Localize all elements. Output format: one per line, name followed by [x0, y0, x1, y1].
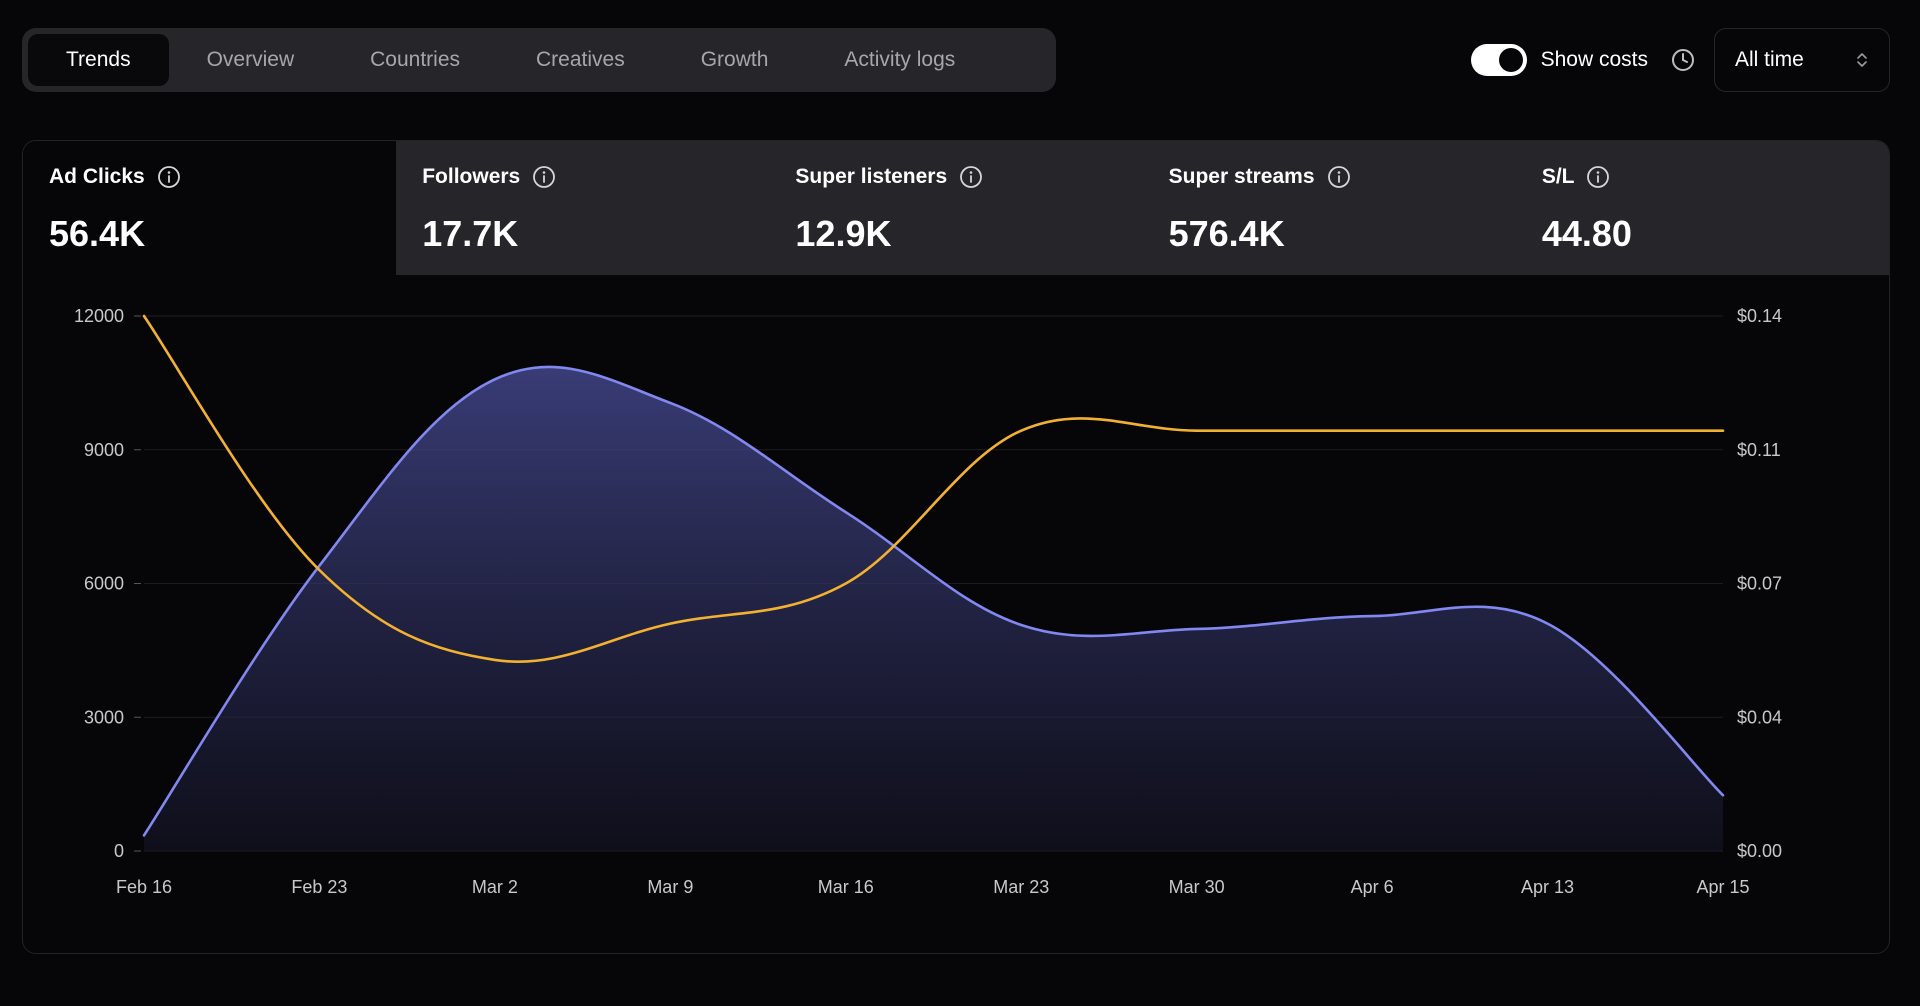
tab-growth[interactable]: Growth [700, 48, 769, 71]
info-icon[interactable] [157, 165, 181, 189]
tab-countries[interactable]: Countries [370, 48, 461, 71]
metric-value: 44.80 [1541, 213, 1632, 254]
y-right-tick-label: $0.04 [1737, 707, 1782, 727]
metric-tabs: Ad Clicks 56.4K Followers 17.7K Super li… [23, 141, 1889, 275]
tab-activity-logs[interactable]: Activity logs [844, 48, 956, 71]
x-tick-label: Apr 6 [1351, 877, 1394, 897]
y-right-tick-label: $0.07 [1737, 574, 1782, 594]
metric-label: Super listeners [795, 165, 948, 188]
x-tick-label: Apr 13 [1521, 877, 1574, 897]
x-tick-label: Mar 2 [472, 877, 518, 897]
y-right-tick-label: $0.11 [1737, 440, 1781, 460]
x-tick-label: Mar 9 [647, 877, 693, 897]
clicks-series-line [142, 365, 1725, 837]
metric-value: 12.9K [795, 213, 892, 254]
metric-label: Super streams [1168, 165, 1315, 188]
tab-overview[interactable]: Overview [206, 48, 295, 71]
metric-value: 576.4K [1168, 213, 1285, 254]
y-left-tick-label: 0 [114, 841, 124, 861]
metric-super-listeners[interactable]: Super listeners 12.9K [769, 141, 1143, 275]
series-area [144, 366, 1723, 851]
metric-label: S/L [1541, 165, 1575, 188]
metric-ad-clicks[interactable]: Ad Clicks 56.4K [23, 141, 397, 275]
date-range-select[interactable]: All time [1714, 28, 1890, 92]
chevron-up-down-icon [1857, 53, 1867, 67]
info-icon[interactable] [532, 165, 556, 189]
metric-super-streams[interactable]: Super streams 576.4K [1142, 141, 1516, 275]
metric-value: 17.7K [422, 213, 519, 254]
x-tick-label: Mar 23 [993, 877, 1049, 897]
header-controls: Show costs All time [1470, 28, 1890, 92]
y-left-tick-label: 6000 [84, 574, 124, 594]
metric-sl-ratio[interactable]: S/L 44.80 [1515, 141, 1889, 275]
metric-value: 56.4K [49, 213, 146, 254]
metric-followers[interactable]: Followers 17.7K [396, 141, 770, 275]
y-right-tick-label: $0.14 [1737, 306, 1782, 326]
show-costs-toggle[interactable] [1470, 44, 1527, 76]
metric-label: Ad Clicks [49, 165, 145, 188]
cost-series-line [142, 314, 1725, 663]
x-tick-label: Feb 16 [116, 877, 172, 897]
trends-card: Ad Clicks 56.4K Followers 17.7K Super li… [22, 140, 1890, 954]
y-left-tick-label: 12000 [74, 306, 124, 326]
y-left-tick-label: 3000 [84, 707, 124, 727]
clock-icon[interactable] [1670, 47, 1696, 73]
y-right-tick-label: $0.00 [1737, 841, 1782, 861]
date-range-value: All time [1735, 48, 1804, 71]
y-left-tick-label: 9000 [84, 440, 124, 460]
x-tick-label: Mar 30 [1169, 877, 1225, 897]
x-tick-label: Feb 23 [291, 877, 347, 897]
show-costs-label: Show costs [1540, 48, 1648, 71]
info-icon[interactable] [1327, 165, 1351, 189]
x-tick-label: Mar 16 [818, 877, 874, 897]
tab-bar: Trends Overview Countries Creatives Grow… [22, 28, 1056, 92]
metric-label: Followers [422, 165, 521, 188]
toggle-knob [1498, 48, 1523, 72]
info-icon[interactable] [959, 165, 983, 189]
trends-chart: 0 $0.00 3000 $0.04 6000 $0.07 9000 $0.11 12000 $0… [74, 306, 1782, 897]
tab-trends[interactable]: Trends [28, 34, 169, 86]
tab-creatives[interactable]: Creatives [536, 48, 625, 71]
info-icon[interactable] [1586, 165, 1610, 189]
x-tick-label: Apr 15 [1696, 877, 1749, 897]
top-bar: Trends Overview Countries Creatives Grow… [0, 0, 1920, 120]
